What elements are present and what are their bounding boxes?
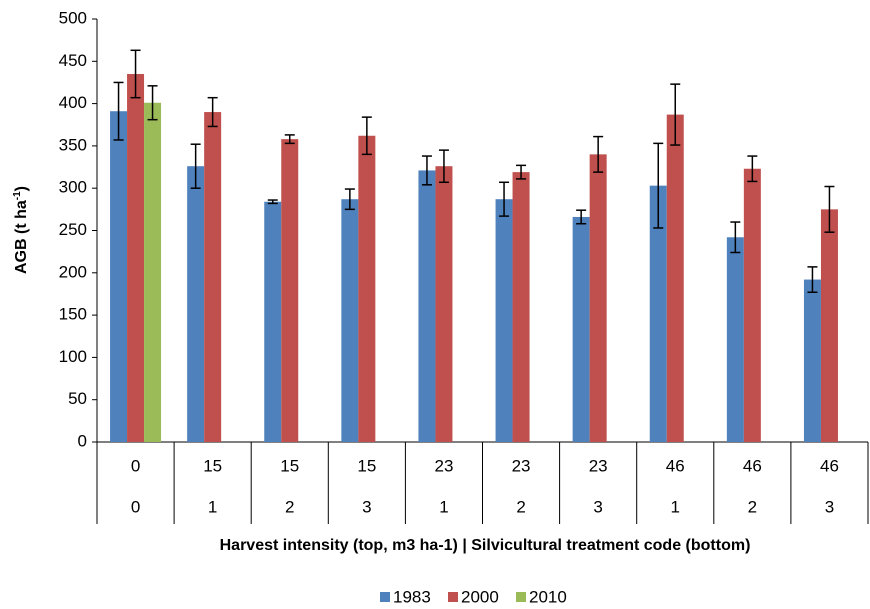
x-tick-label-bottom: 1 bbox=[208, 497, 217, 516]
x-tick-label-bottom: 2 bbox=[748, 497, 757, 516]
y-title-text: AGB (t ha bbox=[13, 200, 30, 274]
bar bbox=[358, 135, 376, 443]
bar bbox=[204, 112, 222, 442]
y-tick-label: 150 bbox=[59, 305, 87, 324]
bar bbox=[341, 199, 359, 442]
legend-label: 2000 bbox=[461, 587, 499, 606]
bar bbox=[820, 209, 838, 442]
x-axis-title: Harvest intensity (top, m3 ha-1) | Silvi… bbox=[220, 537, 751, 554]
y-tick-label: 0 bbox=[78, 431, 87, 450]
y-tick-label: 200 bbox=[59, 262, 87, 281]
bar bbox=[666, 114, 684, 443]
x-tick-label: 0 bbox=[131, 456, 140, 475]
y-tick-label: 300 bbox=[59, 178, 87, 197]
x-tick-label: 15 bbox=[203, 456, 222, 475]
y-tick-label: 450 bbox=[59, 51, 87, 70]
x-tick-label: 46 bbox=[743, 456, 762, 475]
legend-label: 1983 bbox=[393, 587, 431, 606]
x-tick-label-bottom: 1 bbox=[439, 497, 448, 516]
bar bbox=[803, 279, 821, 442]
y-tick-label: 100 bbox=[59, 347, 87, 366]
legend-swatch bbox=[448, 592, 458, 602]
bar bbox=[127, 73, 145, 443]
x-tick-label-bottom: 3 bbox=[593, 497, 602, 516]
bar bbox=[418, 170, 436, 442]
bar bbox=[572, 216, 590, 442]
bar bbox=[512, 172, 530, 442]
bar bbox=[110, 111, 128, 443]
x-tick-label: 46 bbox=[666, 456, 685, 475]
bar bbox=[589, 154, 607, 443]
legend-swatch bbox=[380, 592, 390, 602]
bar bbox=[264, 201, 282, 442]
bar bbox=[435, 166, 453, 443]
y-tick-label: 500 bbox=[59, 8, 87, 27]
y-title-sup: -1 bbox=[12, 191, 23, 200]
y-tick-label: 50 bbox=[68, 389, 87, 408]
x-tick-label-bottom: 2 bbox=[285, 497, 294, 516]
x-tick-label: 46 bbox=[820, 456, 839, 475]
x-tick-label: 23 bbox=[589, 456, 608, 475]
bar bbox=[144, 102, 162, 442]
x-tick-label-bottom: 2 bbox=[516, 497, 525, 516]
y-tick-label: 400 bbox=[59, 93, 87, 112]
bar bbox=[281, 139, 299, 442]
x-tick-label: 15 bbox=[357, 456, 376, 475]
bar bbox=[495, 199, 513, 442]
x-tick-label: 23 bbox=[512, 456, 531, 475]
y-tick-label: 250 bbox=[59, 220, 87, 239]
y-tick-label: 350 bbox=[59, 135, 87, 154]
y-axis-title: AGB (t ha-1) bbox=[12, 186, 31, 274]
bar bbox=[726, 237, 744, 442]
bar bbox=[743, 168, 761, 442]
x-tick-label-bottom: 1 bbox=[671, 497, 680, 516]
y-title-end: ) bbox=[13, 186, 30, 191]
legend-label: 2010 bbox=[529, 587, 567, 606]
bar bbox=[187, 166, 205, 443]
x-tick-label: 15 bbox=[280, 456, 299, 475]
x-tick-label-bottom: 0 bbox=[131, 497, 140, 516]
x-tick-label: 23 bbox=[434, 456, 453, 475]
x-tick-label-bottom: 3 bbox=[825, 497, 834, 516]
x-tick-label-bottom: 3 bbox=[362, 497, 371, 516]
bar bbox=[649, 185, 667, 443]
legend-swatch bbox=[516, 592, 526, 602]
